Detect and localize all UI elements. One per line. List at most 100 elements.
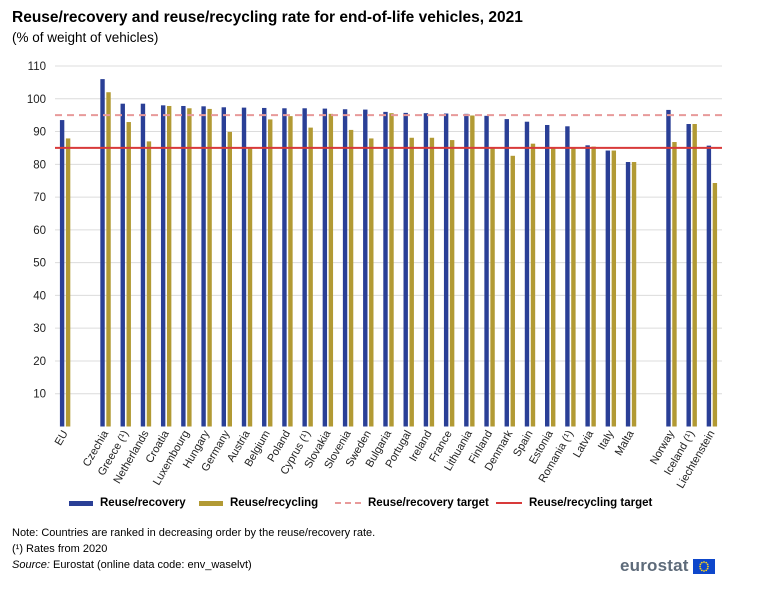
note-ranking: Note: Countries are ranked in decreasing… <box>12 527 376 539</box>
bar-recycling <box>692 124 697 427</box>
y-tick-label: 10 <box>33 389 46 401</box>
bar-recycling <box>328 113 334 427</box>
x-tick-label: EU <box>53 428 71 447</box>
eu-flag-icon <box>692 558 715 574</box>
gridlines <box>55 65 722 395</box>
bar-recycling <box>207 108 212 427</box>
y-tick-label: 50 <box>33 258 46 270</box>
bar-recycling <box>187 108 192 427</box>
bar-recovery <box>565 126 570 427</box>
bar-chart: 10 20 30 40 50 60 70 80 90 100 110 EU CzechiaGreece… <box>27 61 722 490</box>
bar-recycling <box>227 131 232 427</box>
y-tick-label: 40 <box>33 290 46 302</box>
bar-recycling <box>146 141 152 427</box>
bar-recycling <box>106 92 111 427</box>
bar-recovery <box>302 108 307 427</box>
bar-recovery <box>585 145 590 427</box>
source-text: Eurostat (online data code: env_waselvt) <box>49 559 252 571</box>
bar-recovery <box>120 103 125 427</box>
y-tick-label: 100 <box>27 94 46 106</box>
y-tick-label: 20 <box>33 356 46 368</box>
note-footnote: (¹) Rates from 2020 <box>12 543 108 555</box>
bar-recycling <box>510 155 515 427</box>
bar-recovery <box>545 124 550 427</box>
bar-recycling <box>611 150 617 427</box>
bar-recovery <box>100 79 105 427</box>
eurostat-logo: eurostat <box>620 556 715 576</box>
legend-label-recovery: Reuse/recovery <box>100 497 186 509</box>
bar-recycling <box>247 147 253 427</box>
bar-recovery <box>140 103 146 427</box>
bar-recovery <box>464 113 469 427</box>
bar-recycling <box>672 142 677 427</box>
legend-label-recycling-target: Reuse/recycling target <box>529 497 653 509</box>
bar-recycling <box>126 122 131 427</box>
legend-label-recovery-target: Reuse/recovery target <box>368 497 489 509</box>
bar-recovery <box>423 113 429 427</box>
bar-recovery <box>403 112 408 427</box>
y-tick-label: 60 <box>33 225 46 237</box>
legend: Reuse/recovery Reuse/recycling Reuse/rec… <box>0 497 768 513</box>
bar-recycling <box>571 147 576 427</box>
bar-recovery <box>160 105 166 427</box>
bar-recovery <box>59 120 65 427</box>
notes: Note: Countries are ranked in decreasing… <box>12 525 375 573</box>
bar-recycling <box>631 162 637 427</box>
bars <box>59 79 718 427</box>
bar-recovery <box>262 107 267 427</box>
source-label: Source: <box>12 559 50 571</box>
bar-recycling <box>308 127 313 427</box>
chart-title: Reuse/recovery and reuse/recycling rate … <box>12 9 523 26</box>
bar-recovery <box>383 111 388 427</box>
bar-recycling <box>389 113 394 427</box>
bar-recycling <box>470 115 475 427</box>
y-tick-label: 90 <box>33 127 46 139</box>
target-lines <box>55 114 722 149</box>
bar-recycling <box>490 147 495 427</box>
bar-recycling <box>268 119 273 427</box>
bar-recovery <box>443 113 449 427</box>
y-tick-label: 110 <box>28 61 46 73</box>
bar-recovery <box>363 109 368 427</box>
bar-recovery <box>504 119 509 427</box>
bar-recovery <box>322 108 328 427</box>
bar-recovery <box>221 107 226 427</box>
legend-item-recovery-target: Reuse/recovery target <box>335 497 489 509</box>
note-source: Source: Eurostat (online data code: env_… <box>12 557 375 573</box>
legend-label-recycling: Reuse/recycling <box>230 497 319 509</box>
legend-item-recycling-target: Reuse/recycling target <box>496 497 652 509</box>
x-tick-label: Italy <box>596 428 617 452</box>
bar-recovery <box>625 162 631 427</box>
bar-recycling <box>712 183 718 427</box>
bar-recycling <box>166 105 172 427</box>
bar-recovery <box>282 108 287 427</box>
bar-recovery <box>686 124 691 427</box>
logo-text: eurostat <box>620 556 689 575</box>
bar-recovery <box>484 115 489 427</box>
bar-recycling <box>530 143 536 427</box>
y-tick-label: 30 <box>33 323 46 335</box>
bar-recycling <box>591 146 596 427</box>
x-tick-label: Malta <box>613 428 637 458</box>
bar-recycling <box>409 137 414 427</box>
bar-recovery <box>605 150 611 427</box>
bar-recycling <box>288 116 293 427</box>
y-tick-label: 70 <box>33 192 46 204</box>
bar-recycling <box>449 140 455 427</box>
bar-recycling <box>65 138 71 427</box>
bar-recovery <box>181 105 186 427</box>
bar-recovery <box>524 121 530 427</box>
x-tick-label: Latvia <box>571 428 597 460</box>
bar-recycling <box>348 129 354 427</box>
bar-recycling <box>429 137 435 427</box>
bar-recovery <box>201 106 206 427</box>
bar-recycling <box>551 147 556 427</box>
bar-recovery <box>241 107 247 427</box>
y-axis-ticks: 10 20 30 40 50 60 70 80 90 100 110 <box>27 61 46 401</box>
legend-swatch-recycling-target <box>496 502 522 504</box>
legend-item-recovery: Reuse/recovery <box>69 497 186 509</box>
chart-subtitle: (% of weight of vehicles) <box>12 30 159 45</box>
legend-swatch-recovery <box>69 500 93 506</box>
y-tick-label: 80 <box>33 159 46 171</box>
